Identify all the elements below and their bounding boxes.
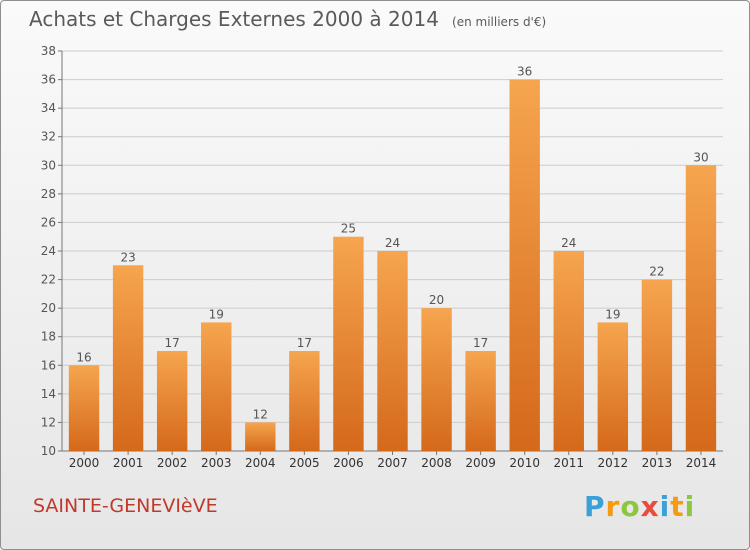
x-tick-label: 2005 <box>289 456 320 470</box>
bar <box>685 165 717 452</box>
logo-letter: t <box>670 490 685 523</box>
x-tick-label: 2013 <box>642 456 673 470</box>
data-label: 16 <box>76 350 91 364</box>
x-tick-label: 2011 <box>553 456 584 470</box>
x-tick-label: 2012 <box>598 456 629 470</box>
data-label: 17 <box>473 336 488 350</box>
y-tick-label: 10 <box>41 444 56 458</box>
bar <box>245 422 276 451</box>
proxiti-logo: Proxiti <box>584 490 695 523</box>
data-label: 19 <box>605 307 620 321</box>
chart-title: Achats et Charges Externes 2000 à 2014 (… <box>29 7 546 31</box>
data-label: 22 <box>649 265 664 279</box>
x-tick-label: 2000 <box>69 456 100 470</box>
x-tick-label: 2009 <box>465 456 496 470</box>
x-tick-label: 2014 <box>686 456 717 470</box>
y-tick-label: 16 <box>41 358 56 372</box>
x-tick-label: 2002 <box>157 456 188 470</box>
logo-letter: r <box>605 490 621 523</box>
bar <box>641 279 673 451</box>
commune-name: SAINTE-GENEVIèVE <box>33 495 218 517</box>
data-label: 19 <box>209 307 224 321</box>
y-tick-label: 28 <box>41 187 56 201</box>
data-label: 30 <box>693 150 708 164</box>
y-tick-label: 14 <box>41 387 56 401</box>
y-tick-label: 30 <box>41 158 56 172</box>
x-tick-label: 2007 <box>377 456 408 470</box>
bar <box>553 251 584 451</box>
bar <box>597 322 629 451</box>
data-label: 23 <box>120 250 135 264</box>
y-tick-label: 18 <box>41 330 56 344</box>
x-tick-label: 2004 <box>245 456 276 470</box>
y-tick-label: 26 <box>41 215 56 229</box>
y-tick-label: 38 <box>41 44 56 58</box>
data-label: 25 <box>341 222 356 236</box>
data-label: 24 <box>561 236 576 250</box>
bar <box>509 79 540 452</box>
data-label: 24 <box>385 236 400 250</box>
x-tick-label: 2001 <box>113 456 144 470</box>
title-main: Achats et Charges Externes 2000 à 2014 <box>29 7 439 31</box>
bar <box>156 351 188 451</box>
y-tick-label: 32 <box>41 130 56 144</box>
bar <box>68 365 100 451</box>
x-tick-label: 2010 <box>509 456 540 470</box>
y-tick-label: 36 <box>41 73 56 87</box>
bar <box>201 322 232 451</box>
x-tick-label: 2008 <box>421 456 452 470</box>
bar <box>112 265 144 451</box>
bar <box>465 351 496 451</box>
y-tick-label: 22 <box>41 273 56 287</box>
data-label: 17 <box>165 336 180 350</box>
labels: 16 23 17 19 12 17 25 24 20 17 36 24 19 22 30 <box>76 65 708 422</box>
bar <box>289 351 320 451</box>
y-tick-label: 12 <box>41 415 56 429</box>
data-label: 12 <box>253 407 268 421</box>
logo-letter: o <box>620 490 641 523</box>
logo-letter: P <box>584 490 606 523</box>
bar <box>421 308 452 451</box>
title-unit: (en milliers d'€) <box>452 15 547 29</box>
logo-letter: i <box>659 490 671 523</box>
data-label: 17 <box>297 336 312 350</box>
data-label: 36 <box>517 65 532 79</box>
x-tick-label: 2006 <box>333 456 364 470</box>
y-tick-label: 34 <box>41 101 56 115</box>
bar <box>333 236 364 451</box>
bars <box>68 79 717 452</box>
logo-letter: x <box>640 490 660 523</box>
data-label: 20 <box>429 293 444 307</box>
logo-letter: i <box>684 490 696 523</box>
y-tick-label: 24 <box>41 244 56 258</box>
y-tick-label: 20 <box>41 301 56 315</box>
bar <box>377 251 408 451</box>
x-tick-label: 2003 <box>201 456 232 470</box>
